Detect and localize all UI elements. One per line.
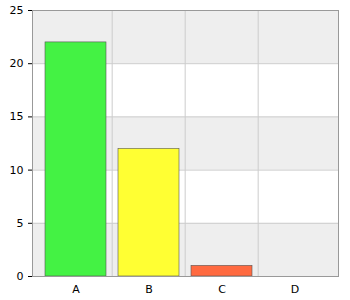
svg-text:15: 15 — [10, 110, 24, 123]
svg-text:20: 20 — [10, 57, 24, 70]
svg-text:25: 25 — [10, 4, 24, 17]
svg-text:C: C — [218, 283, 226, 296]
svg-text:0: 0 — [17, 270, 24, 283]
svg-text:10: 10 — [10, 164, 24, 177]
svg-text:D: D — [291, 283, 299, 296]
svg-text:B: B — [145, 283, 153, 296]
svg-text:5: 5 — [17, 217, 24, 230]
svg-text:A: A — [72, 283, 80, 296]
